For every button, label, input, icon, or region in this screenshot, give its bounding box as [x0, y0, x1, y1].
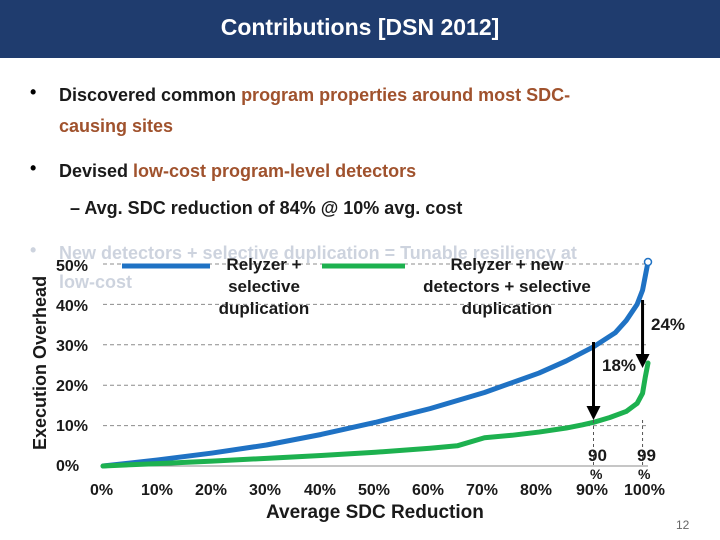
x-tick-100: 100%	[624, 482, 665, 499]
x-tick-40: 40%	[304, 482, 337, 499]
x-tick-50: 50%	[358, 482, 391, 499]
blue-label-line-1: Relyzer +	[226, 255, 302, 274]
bullet-1: Discovered common program properties aro…	[59, 82, 570, 109]
bullet-1-line2: causing sites	[59, 116, 174, 136]
bullet-1-highlight: program properties around most SDC-	[241, 85, 571, 105]
series-line-1	[100, 360, 651, 469]
y-tick-40: 40%	[56, 298, 89, 315]
marker-pct-90: %	[590, 466, 603, 482]
bullet-2-text: Devised	[59, 161, 134, 181]
y-tick-10: 10%	[56, 418, 89, 435]
y-axis-label: Execution Overhead	[30, 275, 50, 450]
overhead-label-24: 24%	[651, 315, 686, 334]
overhead-label-18: 18%	[602, 356, 637, 375]
bullet-dot-3: •	[30, 240, 37, 260]
bullet-1-text: Discovered common	[59, 85, 242, 105]
arrow-99-head	[635, 354, 650, 368]
marker-pct-99: %	[638, 466, 651, 482]
x-tick-0: 0%	[90, 482, 114, 499]
bullet-2: Devised low-cost program-level detectors	[59, 158, 416, 185]
green-label-line-3: duplication	[461, 299, 553, 318]
x-axis-label: Average SDC Reduction	[266, 502, 484, 523]
blue-series-label: Relyzer + selective duplication	[200, 254, 328, 320]
green-label-line-1: Relyzer + new	[450, 255, 564, 274]
y-tick-50: 50%	[56, 258, 89, 275]
title-bar	[0, 0, 720, 58]
marker-label-90: 90	[588, 446, 607, 465]
x-tick-90: 90%	[576, 482, 609, 499]
y-tick-30: 30%	[56, 338, 89, 355]
green-series-label: Relyzer + new detectors + selective dupl…	[400, 254, 614, 320]
x-tick-80: 80%	[520, 482, 553, 499]
blue-label-line-2: selective	[228, 277, 300, 296]
bullet-dot-2: •	[30, 158, 37, 178]
y-tick-0: 0%	[56, 458, 80, 475]
marker-label-99: 99	[637, 446, 656, 465]
slide-number: 12	[676, 518, 690, 532]
bullet-3-line1: New detectors + selective duplication = …	[59, 243, 577, 263]
bullet-2-highlight: low-cost program-level detectors	[133, 161, 417, 181]
slide-title: Contributions [DSN 2012]	[220, 14, 500, 40]
bullet-dot-1: •	[30, 82, 37, 102]
arrow-90-head	[586, 406, 601, 420]
blue-endpoint	[643, 257, 653, 267]
y-tick-20: 20%	[56, 378, 89, 395]
x-tick-70: 70%	[466, 482, 499, 499]
sub-bullet-1: – Avg. SDC reduction of 84% @ 10% avg. c…	[70, 198, 463, 218]
x-tick-10: 10%	[141, 482, 174, 499]
blue-label-line-3: duplication	[218, 299, 310, 318]
x-tick-30: 30%	[249, 482, 282, 499]
x-tick-60: 60%	[412, 482, 445, 499]
x-tick-20: 20%	[195, 482, 228, 499]
series-line-0	[100, 259, 651, 469]
bullet-3-line2: low-cost	[59, 272, 133, 292]
green-label-line-2: detectors + selective	[423, 277, 591, 296]
